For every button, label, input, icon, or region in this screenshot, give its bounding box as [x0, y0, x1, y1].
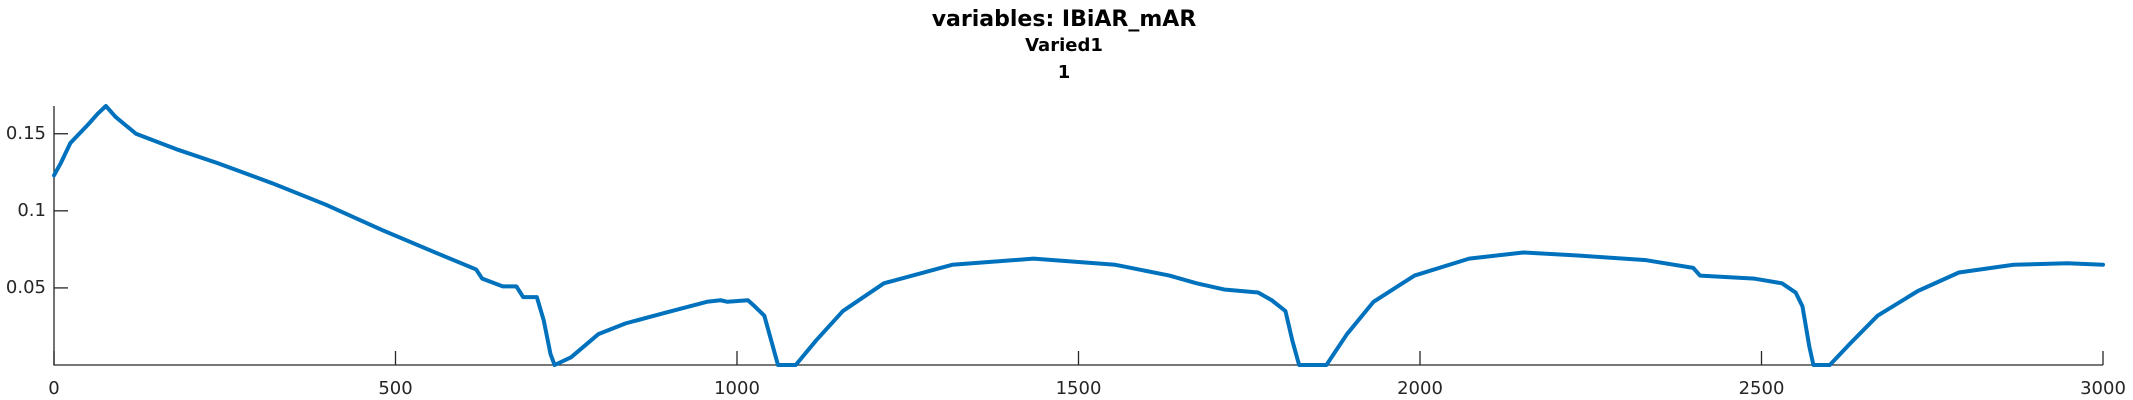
x-tick-label: 1000: [714, 378, 760, 399]
y-tick-label: 0.05: [6, 277, 46, 298]
y-tick-label: 0.1: [17, 200, 46, 221]
y-tick-label: 0.15: [6, 123, 46, 144]
x-tick-label: 2500: [1739, 378, 1785, 399]
chart-subtitle: 1: [1058, 62, 1071, 83]
x-tick-label: 500: [378, 378, 412, 399]
x-tick-label: 3000: [2080, 378, 2126, 399]
x-tick-label: 1500: [1056, 378, 1102, 399]
data-line: [52, 104, 2105, 367]
chart-subtitle: Varied1: [1025, 35, 1103, 56]
x-tick-label: 0: [48, 378, 59, 399]
chart-title: variables: IBiAR_mAR: [932, 7, 1197, 32]
x-tick-label: 2000: [1397, 378, 1443, 399]
axes: [53, 106, 2103, 366]
